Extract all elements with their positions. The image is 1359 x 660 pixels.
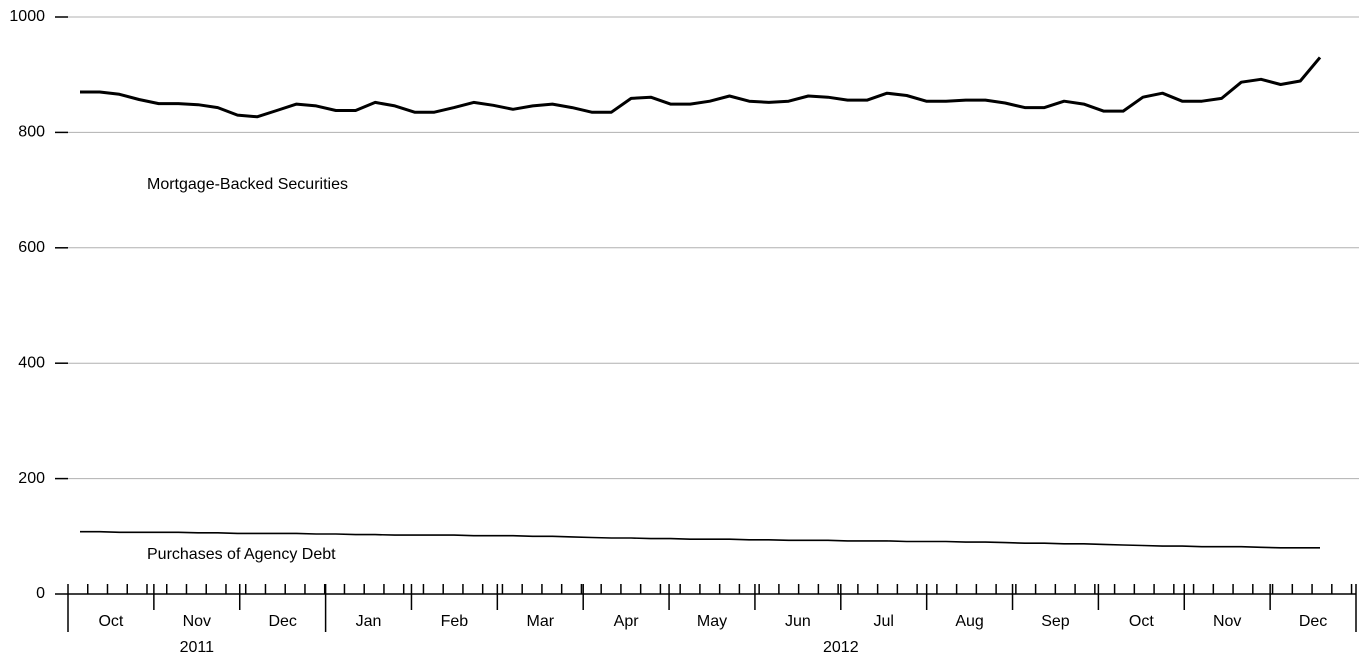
y-tick-label: 0 (36, 585, 45, 602)
y-tick-label: 600 (18, 239, 45, 256)
series-label: Purchases of Agency Debt (147, 546, 336, 563)
x-tick-label: Mar (526, 613, 554, 630)
x-tick-label: Nov (183, 613, 211, 630)
y-tick-label: 800 (18, 124, 45, 141)
x-tick-label: Jul (874, 613, 894, 630)
x-tick-label: Jun (785, 613, 811, 630)
series-line (80, 530, 1320, 549)
x-tick-label: Apr (614, 613, 640, 630)
x-tick-label: May (697, 613, 727, 630)
series-label: Mortgage-Backed Securities (147, 176, 348, 193)
x-tick-label: Nov (1213, 613, 1241, 630)
x-tick-label: Aug (955, 613, 983, 630)
x-tick-label: Sep (1041, 613, 1070, 630)
x-tick-label: Oct (1129, 613, 1154, 630)
y-tick-label: 1000 (9, 8, 45, 25)
x-tick-label: Dec (268, 613, 296, 630)
x-tick-label: Dec (1299, 613, 1327, 630)
year-label: 2012 (823, 639, 859, 656)
y-tick-label: 200 (18, 470, 45, 487)
x-tick-label: Oct (98, 613, 123, 630)
series-line (80, 56, 1322, 119)
year-label: 2011 (180, 639, 215, 656)
y-tick-label: 400 (18, 354, 45, 371)
x-tick-label: Jan (356, 613, 382, 630)
x-tick-label: Feb (441, 613, 469, 630)
